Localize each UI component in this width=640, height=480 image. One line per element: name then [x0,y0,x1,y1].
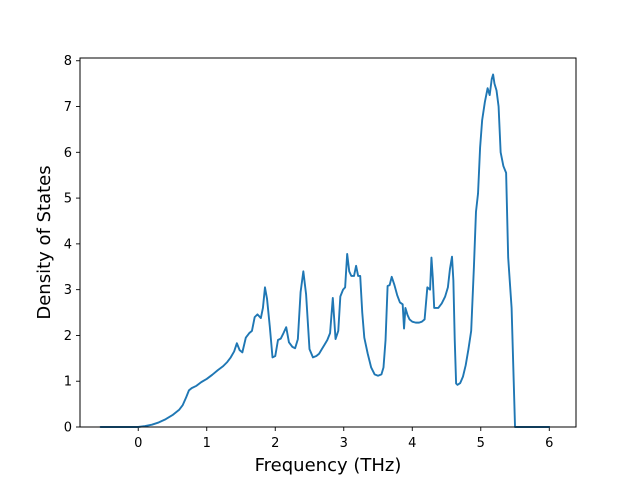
y-ticks: 0 1 2 3 4 5 6 7 8 [64,54,80,436]
plot-frame [79,57,577,428]
x-axis-label: Frequency (THz) [255,455,402,476]
y-tick-label: 7 [64,100,72,115]
y-axis-label: Density of States [34,165,55,319]
x-tick-label: 4 [408,436,416,451]
x-tick-label: 5 [477,436,485,451]
y-tick-label: 5 [64,192,72,207]
y-tick-label: 8 [64,54,72,69]
dos-series-line [99,73,551,428]
x-tick-label: 2 [271,436,279,451]
x-tick-label: 3 [340,436,348,451]
y-tick-label: 6 [64,146,72,161]
y-tick-label: 0 [64,421,72,436]
x-tick-label: 1 [203,436,211,451]
y-tick-label: 4 [64,237,72,252]
y-tick-label: 3 [64,283,72,298]
y-tick-label: 2 [64,329,72,344]
x-ticks: 0 1 2 3 4 5 6 [134,427,553,451]
x-tick-label: 0 [134,436,142,451]
x-tick-label: 6 [545,436,553,451]
y-tick-label: 1 [64,375,72,390]
